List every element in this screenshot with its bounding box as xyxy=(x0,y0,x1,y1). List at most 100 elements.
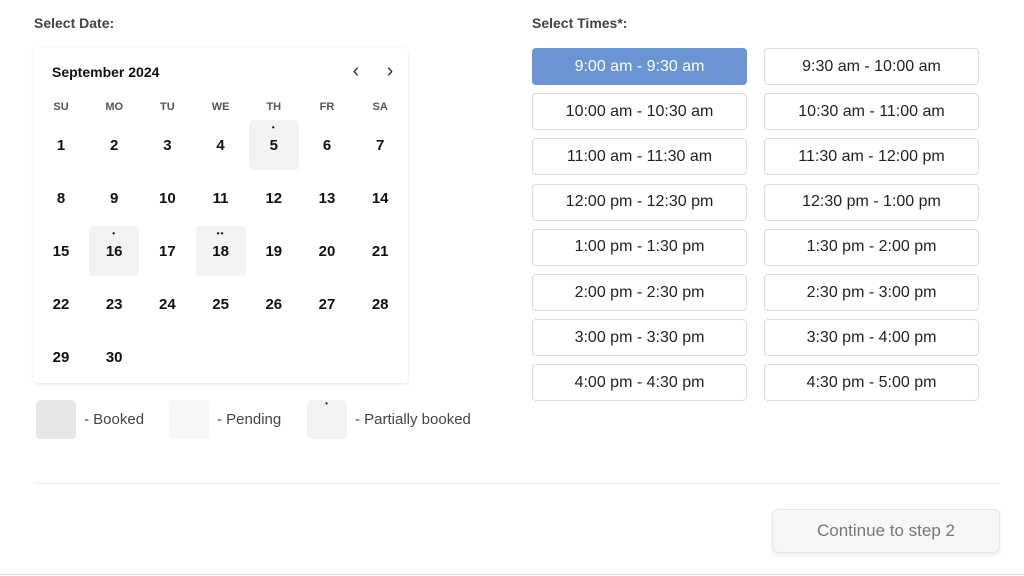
day-number: 16 xyxy=(105,242,123,260)
day-8[interactable]: 8 xyxy=(36,173,86,223)
time-slot-button[interactable]: 1:00 pm - 1:30 pm xyxy=(532,228,747,266)
day-6[interactable]: 6 xyxy=(302,120,352,170)
day-5[interactable]: 5 • xyxy=(248,120,299,170)
time-slot-button[interactable]: 9:00 am - 9:30 am xyxy=(532,48,747,85)
legend-swatch xyxy=(36,400,76,439)
legend-swatch: • xyxy=(307,400,347,439)
time-slot-button[interactable]: 9:30 am - 10:00 am xyxy=(764,48,979,85)
day-24[interactable]: 24 xyxy=(142,279,192,329)
day-number: 20 xyxy=(318,242,336,260)
day-number: 19 xyxy=(265,242,283,260)
continue-button[interactable]: Continue to step 2 xyxy=(772,509,1000,553)
day-26[interactable]: 26 xyxy=(249,279,299,329)
day-30[interactable]: 30 xyxy=(89,332,139,382)
legend-label: - Booked xyxy=(84,411,145,428)
day-25[interactable]: 25 xyxy=(196,279,246,329)
day-9[interactable]: 9 xyxy=(89,173,139,223)
time-slot-button[interactable]: 1:30 pm - 2:00 pm xyxy=(764,228,979,266)
day-number: 6 xyxy=(322,136,332,154)
day-number: 28 xyxy=(371,295,389,313)
chevron-left-icon[interactable]: ‹ xyxy=(352,60,360,82)
day-2[interactable]: 2 xyxy=(89,120,139,170)
weekday-header: MO xyxy=(105,101,124,113)
day-number: 4 xyxy=(216,136,225,154)
day-number: 1 xyxy=(56,136,66,154)
day-21[interactable]: 21 xyxy=(355,226,405,276)
booking-dot-icon: • xyxy=(271,123,276,132)
day-number: 14 xyxy=(371,189,389,207)
day-number: 12 xyxy=(265,189,283,207)
day-number: 9 xyxy=(110,189,119,207)
day-10[interactable]: 10 xyxy=(142,173,192,223)
day-number: 18 xyxy=(212,242,229,260)
booking-dot-icon: • xyxy=(112,229,117,238)
day-number: 8 xyxy=(56,189,66,207)
day-number: 7 xyxy=(376,136,385,154)
day-number: 23 xyxy=(105,295,123,313)
weekday-header: TH xyxy=(266,101,282,113)
day-17[interactable]: 17 xyxy=(142,226,192,276)
weekday-header: FR xyxy=(319,101,335,113)
day-number: 30 xyxy=(105,348,123,366)
day-4[interactable]: 4 xyxy=(196,120,246,170)
day-number: 27 xyxy=(318,295,336,313)
day-28[interactable]: 28 xyxy=(355,279,405,329)
day-15[interactable]: 15 xyxy=(36,226,86,276)
time-slot-button[interactable]: 2:30 pm - 3:00 pm xyxy=(764,274,979,311)
time-slot-button[interactable]: 10:00 am - 10:30 am xyxy=(532,93,747,131)
day-20[interactable]: 20 xyxy=(302,226,352,276)
day-19[interactable]: 19 xyxy=(249,226,299,276)
day-number: 21 xyxy=(371,242,389,260)
calendar: September 2024 ‹ › SU MO TU WE TH FR SA 1 2 3 4 5 • 6… xyxy=(34,48,408,383)
day-number: 22 xyxy=(52,295,70,313)
day-14[interactable]: 14 xyxy=(355,173,405,223)
day-number: 2 xyxy=(110,136,119,154)
day-3[interactable]: 3 xyxy=(142,120,192,170)
time-slot-button[interactable]: 3:00 pm - 3:30 pm xyxy=(532,319,747,357)
booking-dot-icon: • xyxy=(325,399,329,408)
month-title: September 2024 xyxy=(52,64,160,80)
day-23[interactable]: 23 xyxy=(89,279,139,329)
day-27[interactable]: 27 xyxy=(302,279,352,329)
day-1[interactable]: 1 xyxy=(36,120,86,170)
divider xyxy=(0,574,1024,575)
time-slot-button[interactable]: 12:30 pm - 1:00 pm xyxy=(764,183,979,221)
time-slot-button[interactable]: 12:00 pm - 12:30 pm xyxy=(532,183,747,221)
weekday-header: SU xyxy=(53,101,69,113)
time-slot-button[interactable]: 10:30 am - 11:00 am xyxy=(764,93,979,131)
chevron-right-icon[interactable]: › xyxy=(386,60,394,82)
day-16[interactable]: 16 • xyxy=(89,226,140,276)
day-number: 3 xyxy=(163,136,172,154)
day-11[interactable]: 11 xyxy=(196,173,246,223)
divider xyxy=(34,483,1000,484)
legend-label: - Pending xyxy=(217,411,282,428)
day-number: 11 xyxy=(212,189,229,207)
time-slot-button[interactable]: 2:00 pm - 2:30 pm xyxy=(532,274,747,311)
day-13[interactable]: 13 xyxy=(302,173,352,223)
day-29[interactable]: 29 xyxy=(36,332,86,382)
day-number: 26 xyxy=(265,295,283,313)
time-slot-button[interactable]: 4:00 pm - 4:30 pm xyxy=(532,364,747,402)
day-number: 17 xyxy=(159,242,176,260)
time-slot-button[interactable]: 3:30 pm - 4:00 pm xyxy=(764,319,979,357)
day-number: 5 xyxy=(269,136,278,154)
day-7[interactable]: 7 xyxy=(355,120,405,170)
legend-label: - Partially booked xyxy=(355,411,471,428)
day-12[interactable]: 12 xyxy=(249,173,299,223)
time-slot-button[interactable]: 11:30 am - 12:00 pm xyxy=(764,138,979,176)
day-18[interactable]: 18 •• xyxy=(195,226,246,276)
day-number: 15 xyxy=(52,242,70,260)
time-slot-button[interactable]: 11:00 am - 11:30 am xyxy=(532,138,747,176)
day-22[interactable]: 22 xyxy=(36,279,86,329)
day-number: 13 xyxy=(318,189,336,207)
select-date-label: Select Date: xyxy=(34,15,115,31)
weekday-header: TU xyxy=(160,101,175,113)
day-number: 25 xyxy=(212,295,229,313)
weekday-header: WE xyxy=(211,101,230,113)
day-number: 10 xyxy=(159,189,176,207)
legend-swatch xyxy=(169,400,209,439)
weekday-header: SA xyxy=(372,101,388,113)
day-number: 24 xyxy=(159,295,176,313)
time-slot-button[interactable]: 4:30 pm - 5:00 pm xyxy=(764,364,979,402)
day-number: 29 xyxy=(52,348,70,366)
